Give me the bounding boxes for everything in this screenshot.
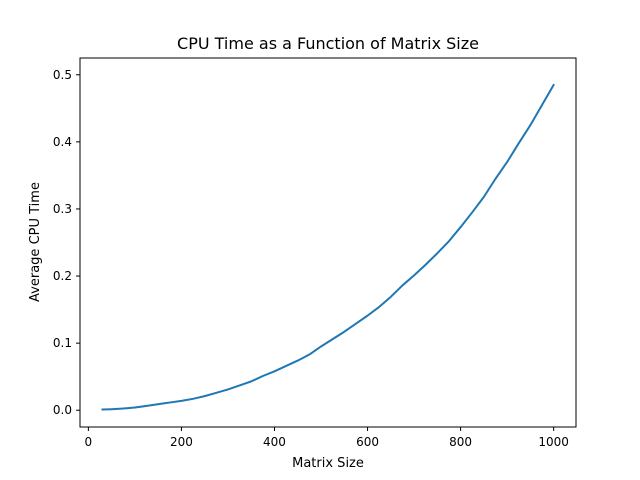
- y-tick-label: 0.5: [53, 68, 72, 82]
- x-tick-label: 800: [449, 435, 472, 449]
- y-axis-label: Average CPU Time: [28, 182, 43, 302]
- y-axis: 0.0 0.1 0.2 0.3 0.4 0.5: [53, 68, 80, 417]
- x-axis-label: Matrix Size: [292, 456, 364, 471]
- x-axis: 0 200 400 600 800 1000: [85, 427, 569, 449]
- y-tick-label: 0.3: [53, 202, 72, 216]
- x-tick-label: 200: [170, 435, 193, 449]
- y-tick-label: 0.1: [53, 336, 72, 350]
- x-tick-label: 600: [356, 435, 379, 449]
- y-tick-label: 0.0: [53, 403, 72, 417]
- plot-area: [80, 58, 576, 427]
- chart-title: CPU Time as a Function of Matrix Size: [177, 34, 479, 53]
- x-tick-label: 0: [85, 435, 93, 449]
- series-layer: [101, 83, 555, 411]
- y-tick-label: 0.4: [53, 135, 72, 149]
- x-tick-label: 400: [263, 435, 286, 449]
- axes-frame: [79, 57, 577, 428]
- y-tick-label: 0.2: [53, 269, 72, 283]
- x-tick-label: 1000: [538, 435, 569, 449]
- series-line-0: [101, 83, 555, 411]
